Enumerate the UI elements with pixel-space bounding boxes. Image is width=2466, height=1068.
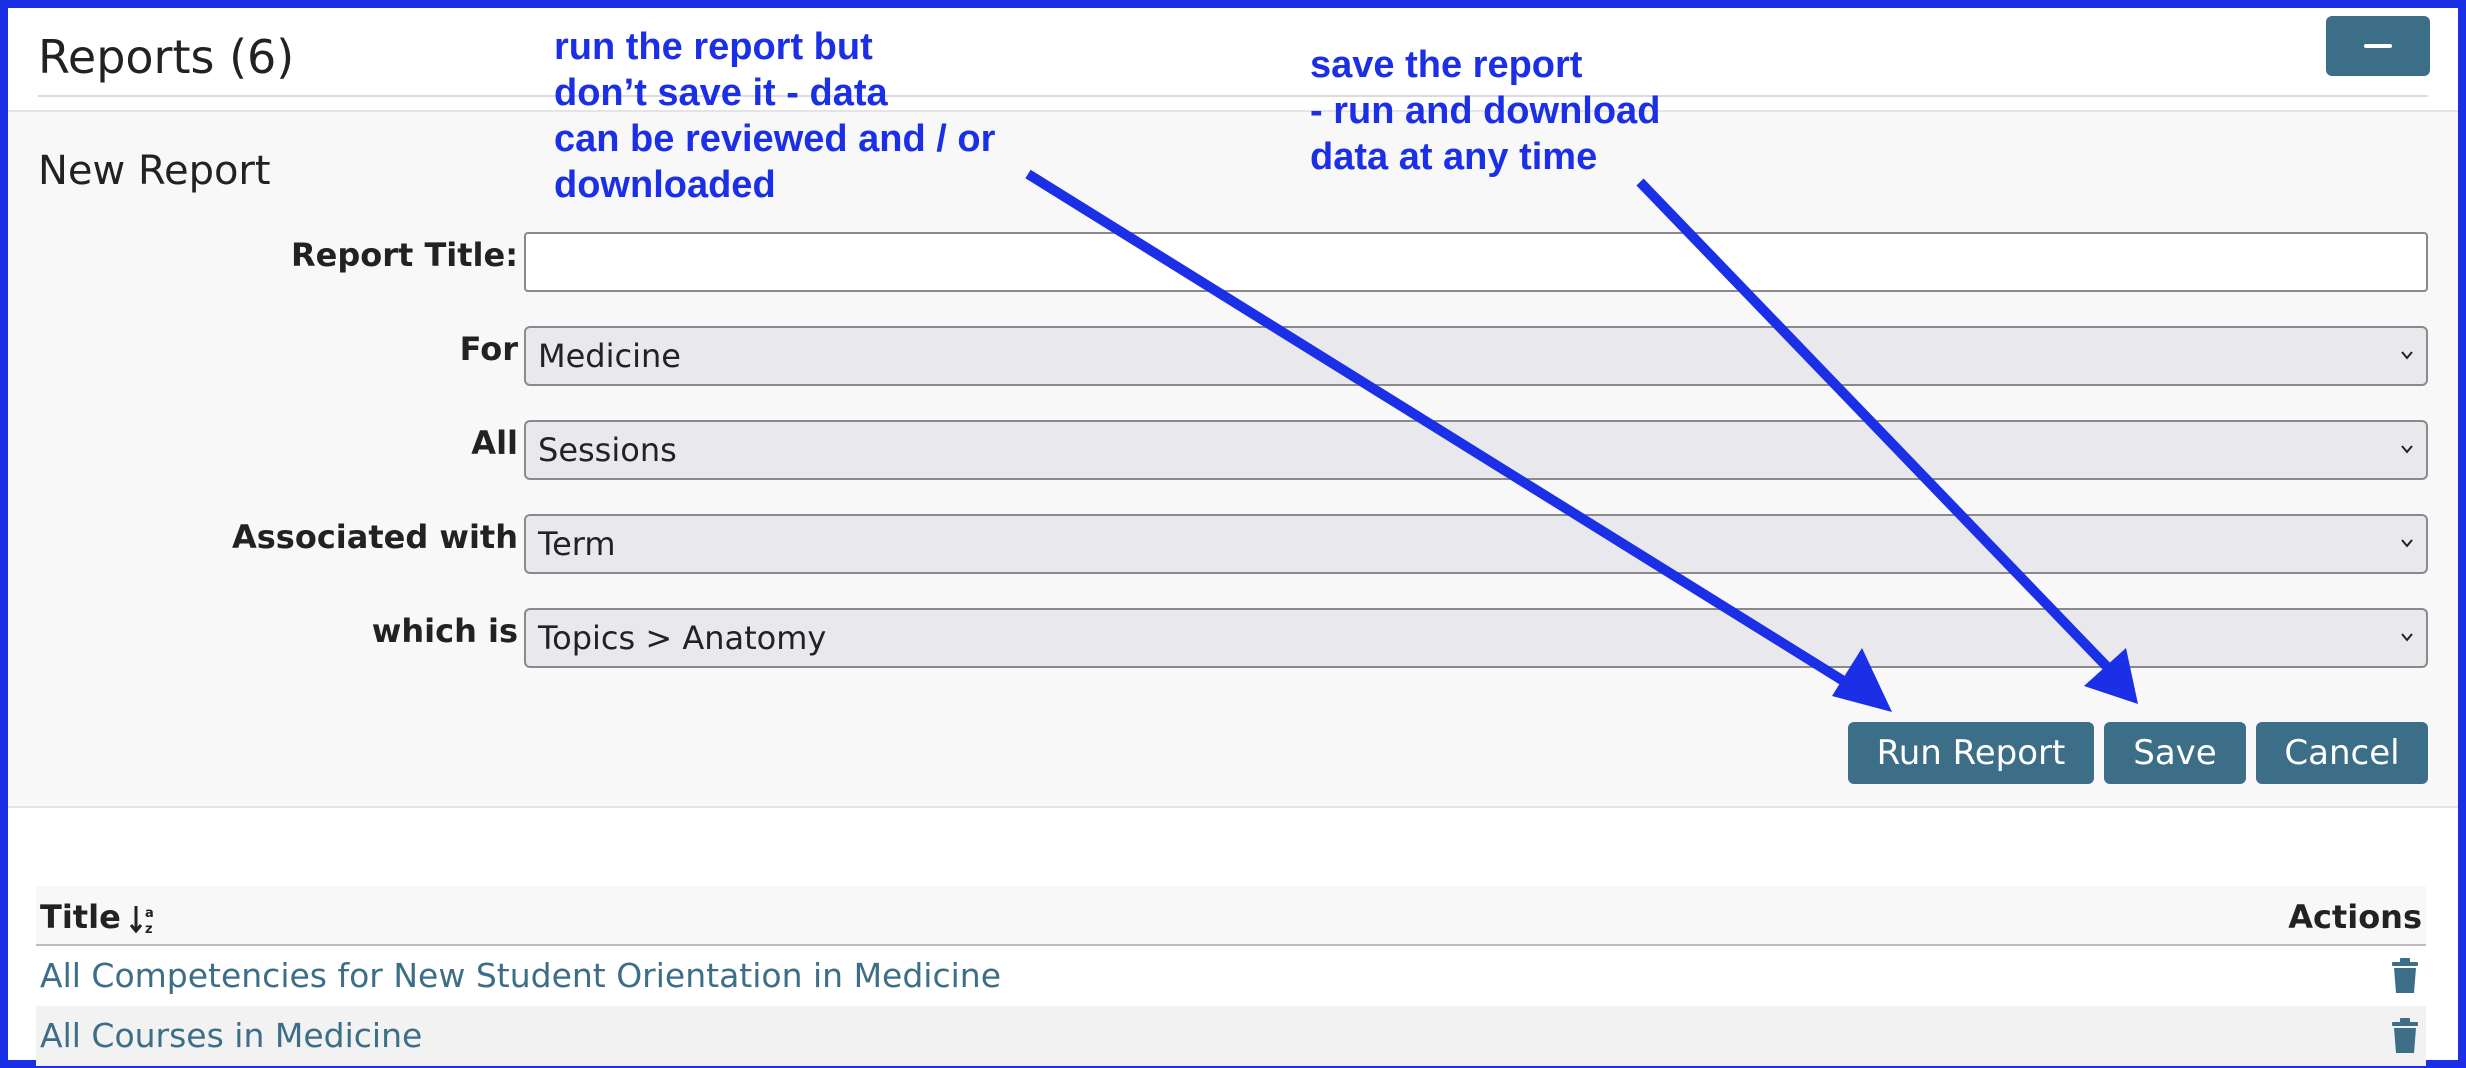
sort-alpha-down-icon: a z <box>129 906 154 936</box>
chevron-down-icon <box>2401 445 2413 454</box>
run-report-arrow-head <box>1832 648 1892 712</box>
all-select-value: Sessions <box>538 431 677 469</box>
collapse-button[interactable] <box>2326 16 2430 76</box>
report-link[interactable]: All Courses in Medicine <box>40 1016 423 1055</box>
run-report-annotation: run the report but don’t save it - data … <box>554 26 996 206</box>
for-label: For <box>459 330 518 368</box>
chevron-down-icon <box>2401 633 2413 642</box>
svg-text:a: a <box>145 906 154 921</box>
which-is-select[interactable]: Topics > Anatomy <box>524 608 2428 668</box>
section-title: New Report <box>38 148 271 194</box>
trash-icon[interactable] <box>2390 1018 2420 1054</box>
save-button[interactable]: Save <box>2104 722 2246 784</box>
for-select[interactable]: Medicine <box>524 326 2428 386</box>
save-arrow-shaft <box>1636 178 2116 676</box>
which-is-label: which is <box>371 612 518 650</box>
title-header-label: Title <box>40 898 121 936</box>
reports-table: Title a z Actions All Competencies for N… <box>36 886 2426 1066</box>
associated-with-select-value: Term <box>538 525 616 563</box>
table-row: All Competencies for New Student Orienta… <box>36 946 2426 1006</box>
table-header: Title a z Actions <box>36 886 2426 946</box>
all-label: All <box>471 424 518 462</box>
minus-icon <box>2364 44 2392 48</box>
page-title: Reports (6) <box>38 30 295 84</box>
chevron-down-icon <box>2401 351 2413 360</box>
title-column-header[interactable]: Title a z <box>40 898 163 936</box>
cancel-button[interactable]: Cancel <box>2256 722 2428 784</box>
table-row: All Courses in Medicine <box>36 1006 2426 1066</box>
which-is-select-value: Topics > Anatomy <box>538 619 827 657</box>
run-report-button[interactable]: Run Report <box>1848 722 2094 784</box>
svg-text:z: z <box>145 922 153 936</box>
report-title-input[interactable] <box>524 232 2428 292</box>
associated-with-select[interactable]: Term <box>524 514 2428 574</box>
actions-column-header: Actions <box>2288 898 2422 936</box>
chevron-down-icon <box>2401 539 2413 548</box>
header-divider <box>38 95 2428 97</box>
save-annotation: save the report - run and download data … <box>1310 44 1661 178</box>
for-select-value: Medicine <box>538 337 681 375</box>
new-report-panel: New Report Report Title: For Medicine Al… <box>8 112 2458 808</box>
save-arrow-head <box>2084 648 2138 704</box>
run-report-arrow-shaft <box>1025 169 1861 695</box>
associated-with-label: Associated with <box>231 518 518 556</box>
report-title-label: Report Title: <box>290 236 518 274</box>
reports-header: Reports (6) <box>8 8 2458 112</box>
report-link[interactable]: All Competencies for New Student Orienta… <box>40 956 1001 995</box>
trash-icon[interactable] <box>2390 958 2420 994</box>
